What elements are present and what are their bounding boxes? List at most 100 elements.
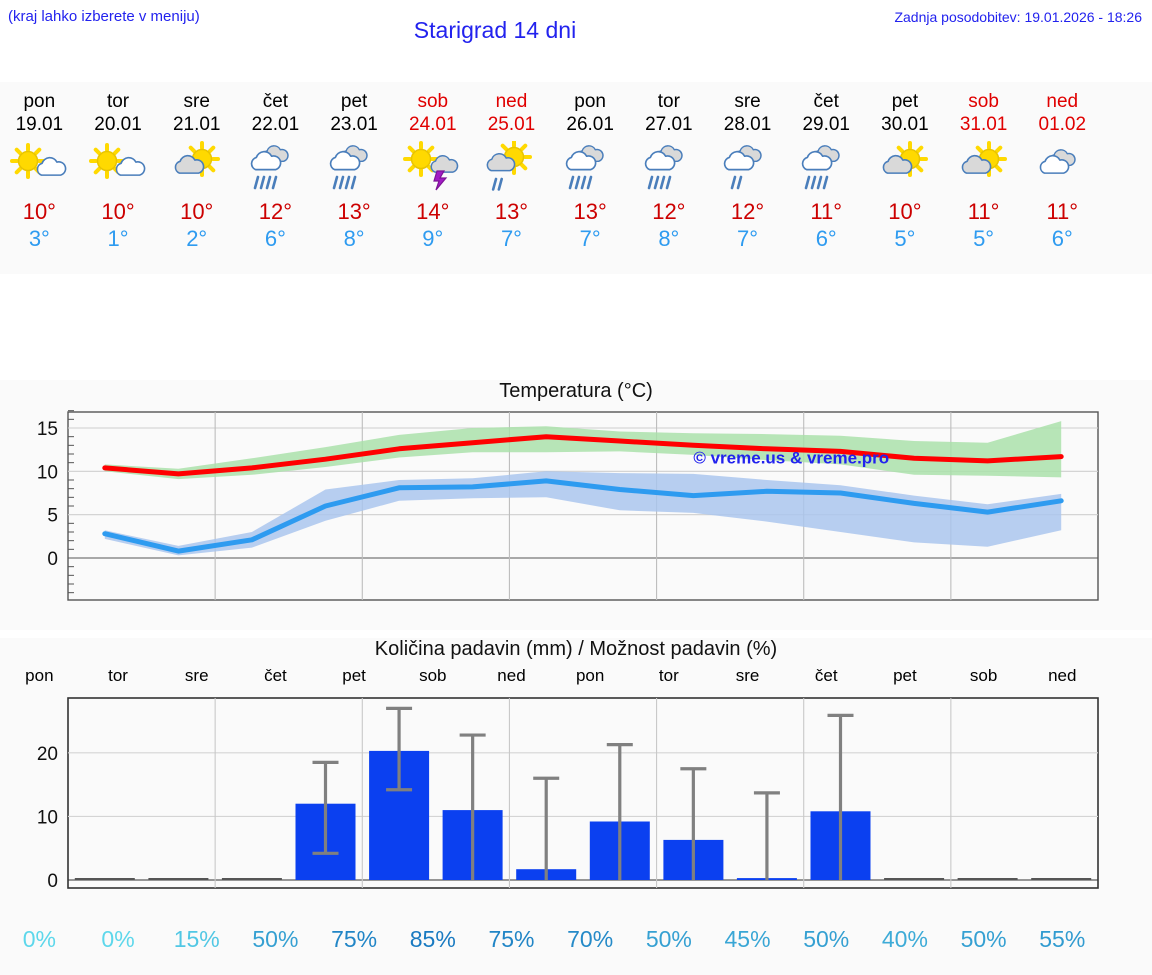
day-min-temp: 7°	[500, 226, 522, 251]
day-date-label: 25.01	[487, 114, 536, 135]
day-forecast-card[interactable]: sob 24.01 14° 9°	[393, 82, 472, 274]
precipitation-day-label: sob	[419, 666, 447, 685]
day-min-temp: 2°	[186, 226, 208, 251]
light-rain-icon	[717, 138, 779, 194]
precipitation-day-label: pet	[893, 666, 917, 685]
daily-forecast-strip: pon 19.01 10° 3° tor 20.01 10° 1° sre 21.01 10°…	[0, 82, 1152, 274]
day-max-temp: 13°	[573, 199, 607, 224]
temperature-chart-title: Temperatura (°C)	[499, 380, 653, 402]
day-date-label: 31.01	[959, 114, 1008, 135]
precipitation-day-label: tor	[658, 666, 679, 685]
precipitation-day-labels: pon tor sre čet pet sob ned pon tor sre čet pet sob n…	[0, 666, 1152, 686]
day-forecast-card[interactable]: sre 21.01 10° 2°	[157, 82, 236, 274]
day-max-temp: 10°	[101, 199, 135, 224]
precipitation-probability-label: 50%	[645, 926, 692, 952]
day-of-week-label: tor	[657, 91, 680, 112]
precipitation-day-label: pon	[575, 666, 605, 685]
day-forecast-card[interactable]: čet 22.01 12° 6°	[236, 82, 315, 274]
day-date-label: 20.01	[94, 114, 142, 135]
cloud-icon	[1031, 138, 1093, 194]
svg-text:0: 0	[47, 549, 58, 570]
svg-text:10: 10	[37, 807, 58, 828]
day-of-week-label: pon	[574, 91, 606, 112]
rain-icon	[244, 138, 306, 194]
day-date-label: 29.01	[802, 114, 850, 135]
day-max-temp: 11°	[1046, 199, 1079, 224]
day-of-week-label: sob	[968, 91, 999, 112]
precipitation-probability-label: 85%	[409, 926, 456, 952]
day-forecast-card[interactable]: ned 25.01 13° 7°	[472, 82, 551, 274]
day-max-temp: 13°	[494, 199, 529, 224]
day-max-temp: 11°	[967, 199, 1000, 224]
cloud-sun-icon	[953, 138, 1015, 194]
day-min-temp: 5°	[973, 226, 995, 251]
temperature-chart-svg: 0 5 10 15 © vreme.us & vreme.pro	[37, 410, 1099, 601]
precipitation-probability-label: 0%	[101, 926, 135, 952]
rain-icon	[795, 138, 857, 194]
precipitation-probability-label: 0%	[22, 926, 56, 952]
day-forecast-card[interactable]: tor 20.01 10° 1°	[79, 82, 158, 274]
day-min-temp: 5°	[894, 226, 916, 251]
day-date-label: 30.01	[881, 114, 929, 135]
day-min-temp: 8°	[658, 226, 680, 251]
page-header: (kraj lahko izberete v meniju) Starigrad…	[0, 0, 1152, 60]
day-date-label: 21.01	[172, 114, 221, 135]
day-forecast-card[interactable]: pet 30.01 10° 5°	[866, 82, 945, 274]
cloud-sun-icon	[874, 138, 936, 194]
day-forecast-card[interactable]: čet 29.01 11° 6°	[787, 82, 866, 274]
day-date-label: 28.01	[723, 114, 772, 135]
precipitation-day-label: sre	[184, 666, 209, 685]
precipitation-probability-label: 70%	[567, 926, 614, 952]
day-forecast-card[interactable]: pon 19.01 10° 3°	[0, 82, 79, 274]
precipitation-chart-panel: Količina padavin (mm) / Možnost padavin …	[0, 638, 1152, 975]
day-min-temp: 8°	[343, 226, 365, 251]
day-forecast-card[interactable]: sob 31.01 11° 5°	[944, 82, 1023, 274]
sun-thunderstorm-icon	[402, 138, 464, 194]
day-min-temp: 7°	[737, 226, 759, 251]
day-min-temp: 6°	[264, 226, 286, 251]
day-of-week-label: čet	[813, 91, 839, 112]
day-max-temp: 13°	[337, 199, 371, 224]
precipitation-day-label: sre	[735, 666, 760, 685]
day-of-week-label: pet	[891, 91, 919, 112]
day-forecast-card[interactable]: ned 01.02 11° 6°	[1023, 82, 1102, 274]
rain-icon	[559, 138, 621, 194]
svg-text:10: 10	[37, 462, 58, 483]
day-max-temp: 12°	[652, 199, 686, 224]
precipitation-day-label: čet	[814, 666, 838, 685]
day-of-week-label: pet	[340, 91, 368, 112]
day-forecast-card[interactable]: pet 23.01 13° 8°	[315, 82, 394, 274]
day-max-temp: 12°	[730, 199, 765, 224]
precipitation-chart-title: Količina padavin (mm) / Možnost padavin …	[374, 638, 778, 660]
temperature-chart-panel: Temperatura (°C) 0 5 10 15 © vreme.us & vrem…	[0, 380, 1152, 630]
day-max-temp: 10°	[180, 199, 214, 224]
precipitation-chart-svg: 0 10 20	[37, 697, 1099, 892]
day-of-week-label: ned	[495, 91, 528, 112]
precipitation-day-label: ned	[497, 666, 526, 685]
precipitation-day-label: pon	[25, 666, 54, 685]
precipitation-probability-label: 15%	[173, 926, 220, 952]
last-update-label: Zadnja posodobitev: 19.01.2026 - 18:26	[894, 9, 1142, 25]
day-min-temp: 3°	[28, 226, 50, 251]
precipitation-probability-label: 55%	[1039, 926, 1086, 952]
day-date-label: 19.01	[15, 114, 64, 135]
svg-text:0: 0	[47, 871, 58, 892]
day-min-temp: 1°	[107, 226, 129, 251]
precipitation-probability-labels: 0% 0% 15% 50% 75% 85% 75% 70% 50% 45% 50% 40% 50% 55%	[0, 926, 1152, 953]
day-forecast-card[interactable]: tor 27.01 12° 8°	[630, 82, 709, 274]
day-of-week-label: pon	[23, 91, 56, 112]
precipitation-day-label: tor	[108, 666, 128, 685]
day-forecast-card[interactable]: sre 28.01 12° 7°	[708, 82, 787, 274]
day-forecast-card[interactable]: pon 26.01 13° 7°	[551, 82, 630, 274]
day-of-week-label: sre	[734, 91, 761, 112]
precipitation-probability-label: 50%	[803, 926, 850, 952]
day-max-temp: 10°	[888, 199, 922, 224]
svg-text:20: 20	[37, 744, 58, 765]
precipitation-probability-label: 50%	[252, 926, 299, 952]
precipitation-day-label: pet	[342, 666, 366, 685]
cloud-sun-icon	[166, 138, 228, 194]
day-of-week-label: ned	[1046, 91, 1079, 112]
svg-text:15: 15	[37, 419, 58, 440]
day-min-temp: 9°	[422, 226, 444, 251]
day-max-temp: 12°	[258, 199, 293, 224]
